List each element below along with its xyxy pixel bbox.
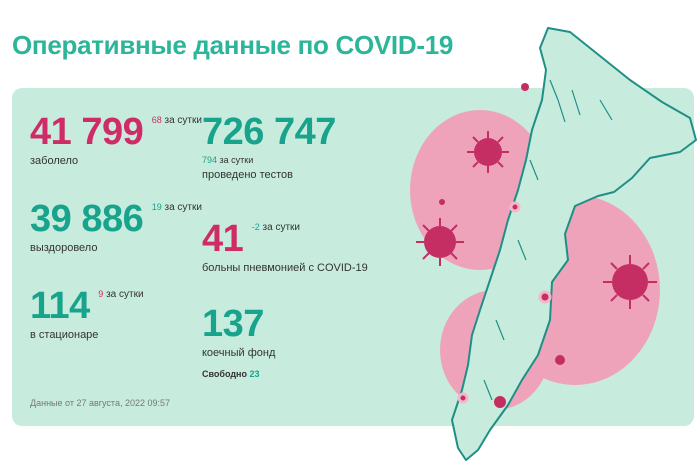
recovered-delta: 19 за сутки <box>152 202 202 213</box>
page-title: Оперативные данные по COVID-19 <box>12 30 454 60</box>
virus-icon <box>521 83 529 91</box>
map-marker <box>509 201 521 213</box>
beds-label: коечный фонд <box>202 347 276 359</box>
pneumonia-label: больны пневмонией с COVID-19 <box>202 262 368 274</box>
beds-free-label: Свободно <box>202 369 247 379</box>
recovered-value: 39 886 <box>30 198 144 240</box>
infected-delta: 68 за сутки <box>152 115 202 126</box>
pneumonia-value: 41 <box>202 218 244 260</box>
map-terrain-lines <box>483 79 613 401</box>
infected-delta-value: 68 <box>151 115 162 125</box>
beds-free: Свободно 23 <box>202 369 275 379</box>
tests-label: проведено тестов <box>202 169 293 181</box>
beds-free-value: 23 <box>249 369 260 379</box>
virus-icon <box>555 355 565 365</box>
hospital-value: 114 <box>30 285 90 327</box>
kamchatka-map-illustration <box>410 27 697 461</box>
map-marker <box>457 392 469 404</box>
kamchatka-map <box>451 27 697 461</box>
recovered-label: выздоровело <box>30 242 98 254</box>
pneumonia-stat: 41 -2 за сутки больны пневмонией с COVID… <box>202 220 368 274</box>
hospital-label: в стационаре <box>30 329 99 341</box>
hospital-delta-value: 9 <box>98 289 104 299</box>
infected-value: 41 799 <box>30 111 144 153</box>
hospital-delta: 9 за сутки <box>98 289 143 300</box>
beds-value: 137 <box>202 303 264 345</box>
update-timestamp: Данные от 27 августа, 2022 09:57 <box>30 398 170 408</box>
virus-icon <box>467 131 509 173</box>
hospital-delta-label: за сутки <box>106 289 144 300</box>
pneumonia-delta: -2 за сутки <box>252 222 300 233</box>
virus-icon <box>439 199 445 205</box>
tests-delta: 794 за сутки <box>202 155 336 165</box>
recovered-delta-value: 19 <box>151 202 162 212</box>
tests-delta-label: за сутки <box>219 155 254 165</box>
infected-delta-label: за сутки <box>164 115 202 126</box>
virus-icon <box>603 255 657 309</box>
pneumonia-delta-label: за сутки <box>262 222 300 233</box>
recovered-delta-label: за сутки <box>164 202 202 213</box>
hospital-stat: 114 9 за сутки в стационаре <box>30 287 144 341</box>
virus-icon <box>494 396 506 408</box>
tests-stat: 726 747 794 за сутки проведено тестов <box>202 113 336 181</box>
tests-delta-value: 794 <box>202 155 218 165</box>
beds-stat: 137 коечный фонд Свободно 23 <box>202 305 275 379</box>
tests-value: 726 747 <box>202 111 336 153</box>
infected-label: заболело <box>30 155 79 167</box>
pneumonia-delta-value: -2 <box>251 222 260 232</box>
infected-stat: 41 799 68 за сутки заболело <box>30 113 202 167</box>
virus-icon <box>416 218 464 266</box>
recovered-stat: 39 886 19 за сутки выздоровело <box>30 200 202 254</box>
map-marker <box>538 290 552 304</box>
